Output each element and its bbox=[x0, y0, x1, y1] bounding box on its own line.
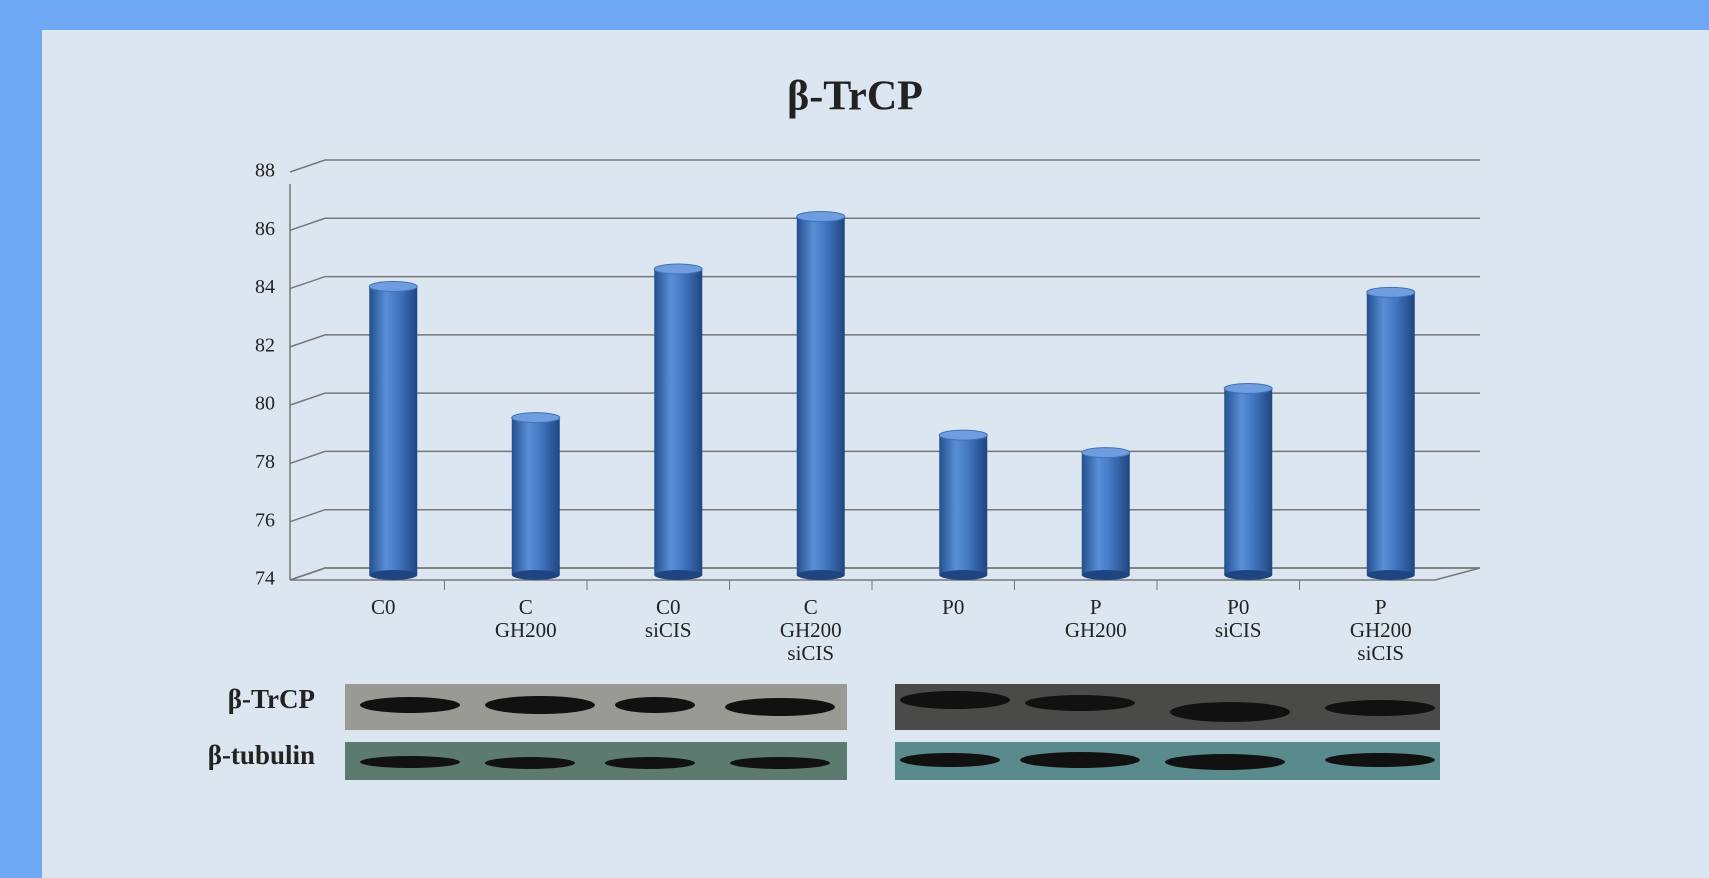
bar bbox=[654, 269, 702, 575]
bar-top bbox=[1082, 448, 1130, 458]
y-tick-label: 80 bbox=[255, 393, 275, 415]
bar-bottom bbox=[654, 570, 702, 580]
y-tick-label: 88 bbox=[255, 160, 275, 182]
grid-line bbox=[290, 510, 1480, 522]
grid-line bbox=[290, 568, 1480, 580]
page: {"chart_data": {"type": "bar", "title": … bbox=[0, 0, 1709, 878]
bar-bottom bbox=[939, 570, 987, 580]
bar-top bbox=[512, 413, 560, 423]
y-tick-label: 78 bbox=[255, 451, 275, 473]
x-tick-label: C0 siCIS bbox=[645, 596, 692, 642]
bar-top bbox=[1224, 383, 1272, 393]
y-tick-label: 84 bbox=[255, 276, 275, 298]
blot-label: β-tubulin bbox=[115, 740, 315, 771]
floor bbox=[290, 568, 1480, 580]
grid-line bbox=[290, 160, 1480, 172]
grid-line bbox=[290, 393, 1480, 405]
chart-title: β-TrCP bbox=[787, 74, 923, 120]
x-tick-label: P0 bbox=[942, 596, 964, 619]
bar-bottom bbox=[512, 570, 560, 580]
x-tick-label: C0 bbox=[371, 596, 396, 619]
blot-label: β-TrCP bbox=[115, 684, 315, 715]
bar-bottom bbox=[369, 570, 417, 580]
bar bbox=[512, 418, 560, 575]
bar bbox=[939, 435, 987, 575]
bar-top bbox=[1367, 287, 1415, 297]
grid-line bbox=[290, 451, 1480, 463]
x-tick-label: C GH200 bbox=[495, 596, 557, 642]
bar-top bbox=[369, 281, 417, 291]
grid-line bbox=[290, 335, 1480, 347]
bar bbox=[1224, 388, 1272, 575]
bar-bottom bbox=[1367, 570, 1415, 580]
grid-line bbox=[290, 218, 1480, 230]
bar-bottom bbox=[1224, 570, 1272, 580]
bar-bottom bbox=[1082, 570, 1130, 580]
y-tick-label: 76 bbox=[255, 509, 275, 531]
bar-top bbox=[939, 430, 987, 440]
y-tick-label: 86 bbox=[255, 218, 275, 240]
bar bbox=[1082, 453, 1130, 575]
bar bbox=[797, 217, 845, 575]
x-tick-label: C GH200 siCIS bbox=[780, 596, 842, 665]
blots bbox=[345, 684, 1440, 780]
x-tick-label: P GH200 bbox=[1065, 596, 1127, 642]
y-tick-label: 74 bbox=[255, 568, 275, 590]
bar bbox=[1367, 292, 1415, 575]
y-tick-label: 82 bbox=[255, 334, 275, 356]
x-tick-label: P0 siCIS bbox=[1215, 596, 1262, 642]
bar-top bbox=[654, 264, 702, 274]
bar-top bbox=[797, 212, 845, 222]
bar bbox=[369, 286, 417, 575]
grid-line bbox=[290, 277, 1480, 289]
bar-bottom bbox=[797, 570, 845, 580]
x-tick-label: P GH200 siCIS bbox=[1350, 596, 1412, 665]
